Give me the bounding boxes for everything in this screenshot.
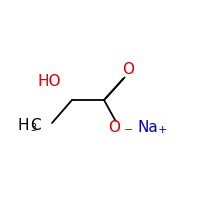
Text: −: −: [124, 125, 133, 135]
Text: H: H: [18, 118, 29, 134]
Text: O: O: [108, 120, 120, 136]
Text: 3: 3: [30, 123, 36, 133]
Text: +: +: [158, 125, 167, 135]
Text: HO: HO: [37, 73, 61, 88]
Text: Na: Na: [138, 120, 158, 136]
Text: O: O: [122, 62, 134, 76]
Text: C: C: [30, 118, 41, 134]
